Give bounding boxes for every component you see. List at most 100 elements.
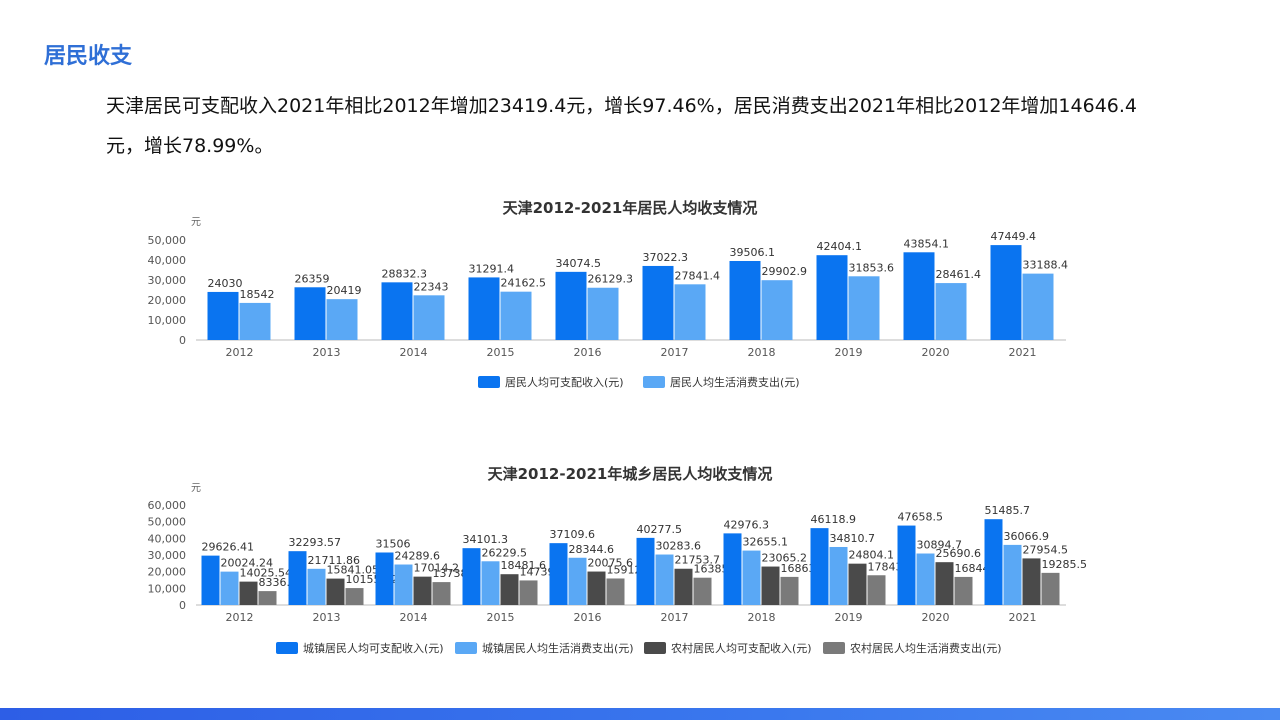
data-label: 26129.3: [588, 273, 634, 286]
legend-swatch: [644, 642, 666, 654]
data-label: 15841.05: [327, 564, 380, 577]
data-label: 26359: [295, 272, 330, 285]
data-label: 31853.6: [849, 261, 895, 274]
x-tick-label: 2017: [661, 611, 689, 624]
x-tick-label: 2018: [748, 346, 776, 359]
legend-swatch: [276, 642, 298, 654]
x-tick-label: 2016: [574, 611, 602, 624]
bar: [500, 291, 532, 340]
data-label: 39506.1: [730, 246, 776, 259]
bar: [606, 578, 625, 605]
bar: [810, 528, 829, 605]
bar: [655, 554, 674, 605]
legend-label: 农村居民人均生活消费支出(元): [850, 641, 1002, 655]
y-tick-label: 20,000: [148, 294, 187, 307]
bar: [468, 277, 500, 340]
data-label: 31291.4: [469, 262, 515, 275]
bar: [897, 525, 916, 605]
x-tick-label: 2020: [922, 611, 950, 624]
data-label: 32655.1: [743, 536, 789, 549]
x-tick-label: 2021: [1009, 611, 1037, 624]
data-label: 34101.3: [463, 533, 509, 546]
bar: [326, 299, 358, 340]
data-label: 18542: [240, 288, 275, 301]
data-label: 21711.86: [308, 554, 361, 567]
data-label: 47449.4: [991, 230, 1037, 243]
bar: [984, 519, 1003, 605]
x-tick-label: 2013: [313, 346, 341, 359]
legend-swatch: [643, 376, 665, 388]
bar: [394, 564, 413, 605]
legend-swatch: [455, 642, 477, 654]
bar: [288, 551, 307, 605]
data-label: 43854.1: [904, 237, 950, 250]
data-label: 37109.6: [550, 528, 596, 541]
legend-label: 居民人均可支配收入(元): [505, 375, 624, 389]
bar: [780, 576, 799, 605]
legend-swatch: [823, 642, 845, 654]
chart-title: 天津2012-2021年城乡居民人均收支情况: [488, 465, 773, 483]
chart-title: 天津2012-2021年居民人均收支情况: [503, 199, 758, 217]
data-label: 29902.9: [762, 265, 808, 278]
bar: [954, 576, 973, 605]
x-tick-label: 2014: [400, 611, 428, 624]
bar: [587, 287, 619, 340]
x-tick-label: 2014: [400, 346, 428, 359]
x-tick-label: 2016: [574, 346, 602, 359]
bar: [848, 563, 867, 605]
data-label: 28344.6: [569, 543, 615, 556]
bar: [381, 282, 413, 340]
y-tick-label: 30,000: [148, 274, 187, 287]
bar: [761, 566, 780, 605]
y-tick-label: 30,000: [148, 549, 187, 562]
page-title: 居民收支: [44, 43, 133, 69]
data-label: 14025.54: [240, 567, 293, 580]
bar: [829, 546, 848, 605]
data-label: 42976.3: [724, 518, 770, 531]
bar: [816, 255, 848, 340]
data-label: 21753.7: [675, 554, 721, 567]
data-label: 29626.41: [202, 541, 255, 554]
legend-label: 农村居民人均可支配收入(元): [671, 641, 812, 655]
x-tick-label: 2012: [226, 346, 254, 359]
bar: [555, 271, 587, 340]
data-label: 20075.6: [588, 557, 634, 570]
bar: [693, 577, 712, 605]
bar: [307, 568, 326, 605]
bar: [413, 295, 445, 340]
data-label: 37022.3: [643, 251, 689, 264]
data-label: 47658.5: [898, 511, 944, 524]
y-tick-label: 20,000: [148, 566, 187, 579]
legend-swatch: [478, 376, 500, 388]
data-label: 28832.3: [382, 267, 428, 280]
bar: [568, 557, 587, 605]
y-axis-unit: 元: [191, 483, 201, 494]
y-tick-label: 50,000: [148, 516, 187, 529]
x-tick-label: 2018: [748, 611, 776, 624]
bar: [1041, 572, 1060, 605]
bar: [201, 555, 220, 605]
bar: [674, 568, 693, 605]
y-axis-unit: 元: [191, 217, 201, 228]
x-tick-label: 2013: [313, 611, 341, 624]
bar: [935, 283, 967, 340]
bar: [549, 543, 568, 605]
bar: [903, 252, 935, 340]
y-tick-label: 0: [179, 334, 186, 347]
legend-label: 城镇居民人均可支配收入(元): [303, 641, 444, 655]
data-label: 46118.9: [811, 513, 857, 526]
bar: [432, 582, 451, 605]
x-tick-label: 2015: [487, 611, 515, 624]
bar: [239, 302, 271, 340]
legend-label: 城镇居民人均生活消费支出(元): [482, 641, 634, 655]
x-tick-label: 2019: [835, 346, 863, 359]
data-label: 17014.2: [414, 562, 460, 575]
data-label: 40277.5: [637, 523, 683, 536]
data-label: 31506: [376, 537, 411, 550]
data-label: 42404.1: [817, 240, 863, 253]
bar: [500, 574, 519, 605]
data-label: 27841.4: [675, 269, 721, 282]
data-label: 51485.7: [985, 504, 1031, 517]
